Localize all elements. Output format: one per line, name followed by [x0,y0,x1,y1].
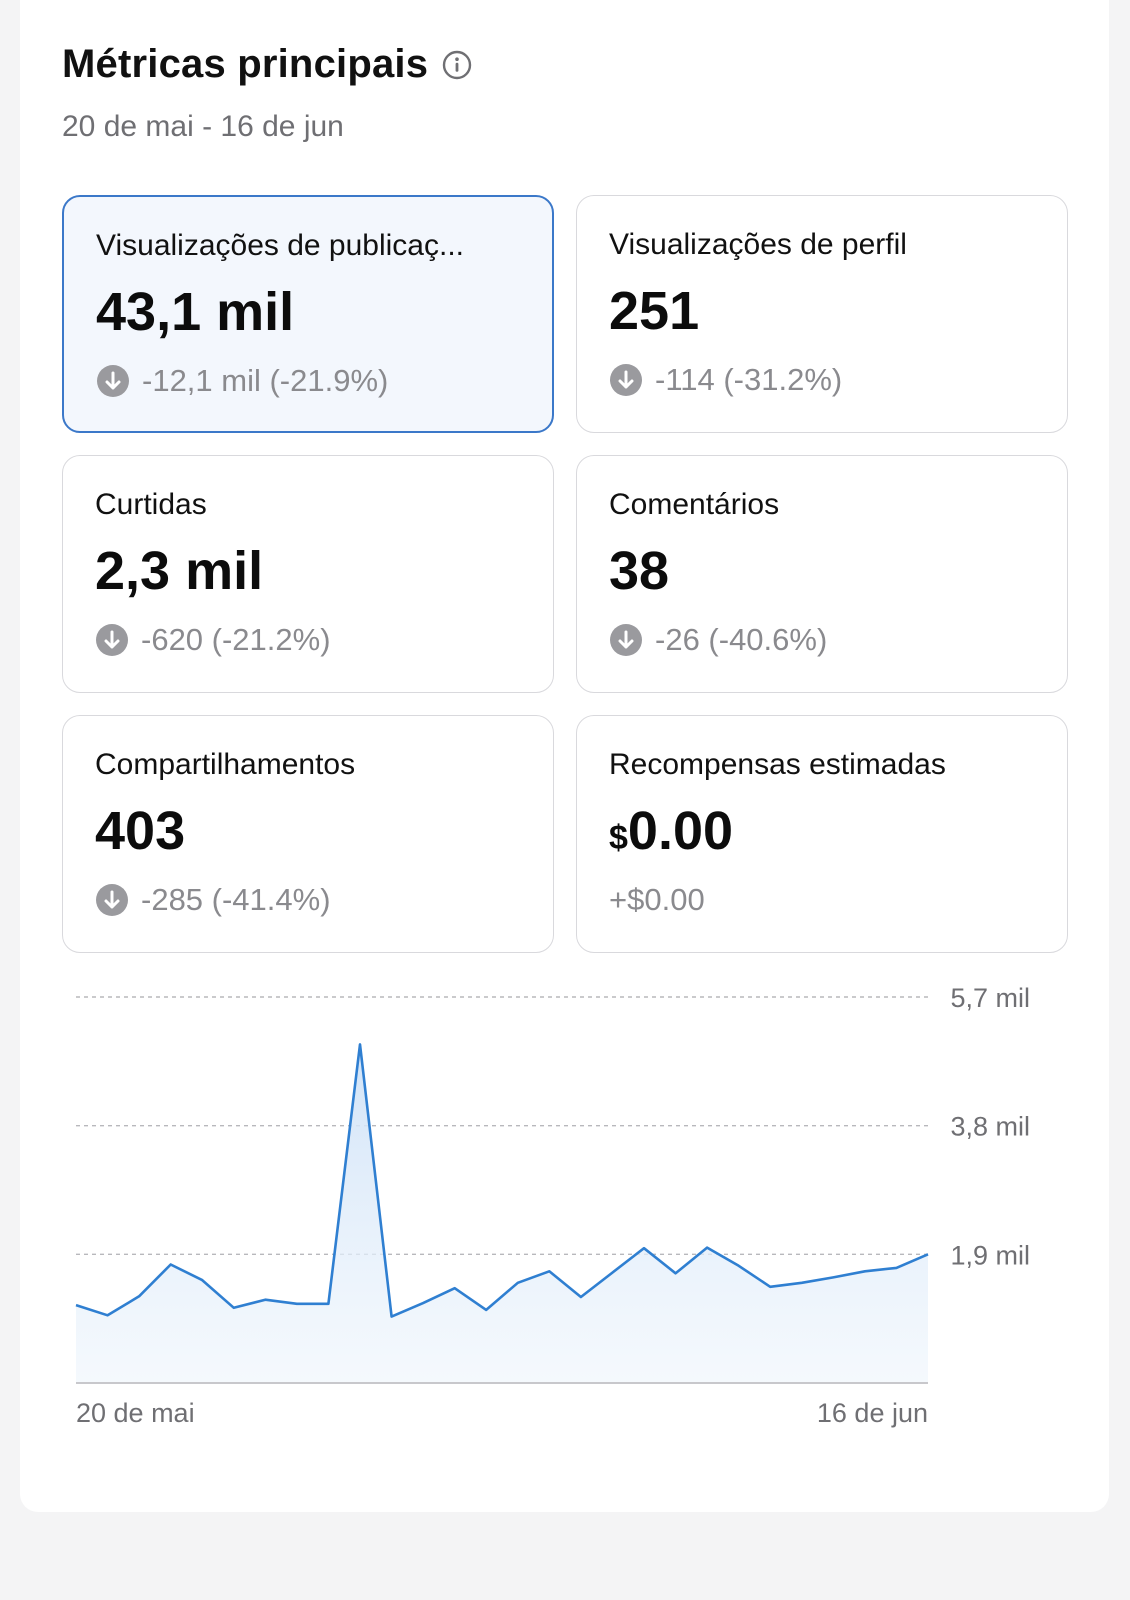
metric-card-profile-views[interactable]: Visualizações de perfil 251 -114 (-31.2%… [576,195,1068,433]
post-views-chart: 1,9 mil 3,8 mil 5,7 mil 20 de mai 16 de jun [73,983,1030,1428]
data-point[interactable] [673,1270,679,1276]
data-point[interactable] [389,1314,395,1320]
data-point[interactable] [830,1274,836,1280]
y-tick-label: 1,9 mil [950,1240,1030,1270]
metric-change-text: -26 (-40.6%) [655,622,828,657]
metric-change: -12,1 mil (-21.9%) [96,363,388,399]
x-tick-label: 16 de jun [817,1398,928,1428]
metric-change: -26 (-40.6%) [609,622,827,658]
currency-symbol: $ [609,819,628,857]
metric-change: -620 (-21.2%) [95,622,331,658]
main-metrics-panel: Métricas principais 20 de mai - 16 de ju… [20,0,1109,1512]
data-point[interactable] [704,1245,710,1251]
metric-value: 403 [95,801,186,861]
x-tick-label: 20 de mai [76,1398,195,1428]
metric-card-likes[interactable]: Curtidas 2,3 mil -620 (-21.2%) [62,455,554,693]
data-point[interactable] [325,1301,331,1307]
data-point[interactable] [357,1041,363,1047]
metric-change-text: +$0.00 [609,882,705,917]
data-point[interactable] [641,1245,647,1251]
metric-card-shares[interactable]: Compartilhamentos 403 -285 (-41.4%) [62,715,554,953]
data-point[interactable] [168,1261,174,1267]
metric-value-amount: 0.00 [627,801,734,861]
data-point[interactable] [799,1280,805,1286]
metric-value: $0.00 [609,800,733,862]
data-point[interactable] [105,1312,111,1318]
y-tick-label: 5,7 mil [950,983,1030,1013]
metric-change-text: -285 (-41.4%) [141,882,331,917]
data-point[interactable] [862,1268,868,1274]
data-point[interactable] [767,1284,773,1290]
arrow-down-circle-icon [97,365,129,397]
metric-change-text: -12,1 mil (-21.9%) [142,363,389,398]
chart-area-fill [76,1044,928,1383]
arrow-down-circle-icon [96,884,128,916]
data-point[interactable] [231,1305,237,1311]
date-range: 20 de mai - 16 de jun [62,110,344,143]
data-point[interactable] [294,1301,300,1307]
data-point[interactable] [262,1297,268,1303]
metric-value: 38 [609,541,670,601]
panel-title: Métricas principais [62,42,429,86]
panel-header: Métricas principais [62,42,472,87]
data-point[interactable] [483,1307,489,1313]
arrow-down-circle-icon [96,624,128,656]
y-tick-label: 3,8 mil [950,1112,1030,1142]
data-point[interactable] [420,1300,426,1306]
metric-value: 43,1 mil [96,282,295,342]
data-point[interactable] [893,1265,899,1271]
metrics-grid: Visualizações de publicaç... 43,1 mil -1… [62,195,1068,953]
data-point[interactable] [136,1293,142,1299]
data-point[interactable] [515,1280,521,1286]
data-point[interactable] [199,1277,205,1283]
data-point[interactable] [925,1251,931,1257]
metric-value: 251 [609,281,700,341]
metric-card-estimated-rewards[interactable]: Recompensas estimadas $0.00 +$0.00 [576,715,1068,953]
metric-change: -114 (-31.2%) [609,362,842,398]
metric-card-post-views[interactable]: Visualizações de publicaç... 43,1 mil -1… [62,195,554,433]
series-line [75,1043,929,1318]
metric-value: 2,3 mil [95,541,264,601]
metric-change: -285 (-41.4%) [95,882,331,918]
arrow-down-circle-icon [610,624,642,656]
data-point[interactable] [736,1263,742,1269]
arrow-down-circle-icon [610,364,642,396]
info-circle-icon[interactable] [442,50,472,80]
metric-change-text: -114 (-31.2%) [655,362,843,397]
data-point[interactable] [578,1294,584,1300]
metric-card-comments[interactable]: Comentários 38 -26 (-40.6%) [576,455,1068,693]
metric-change: +$0.00 [609,882,705,918]
data-point[interactable] [609,1270,615,1276]
metric-change-text: -620 (-21.2%) [141,622,331,657]
data-point[interactable] [73,1302,79,1308]
data-point[interactable] [452,1285,458,1291]
data-point[interactable] [546,1268,552,1274]
